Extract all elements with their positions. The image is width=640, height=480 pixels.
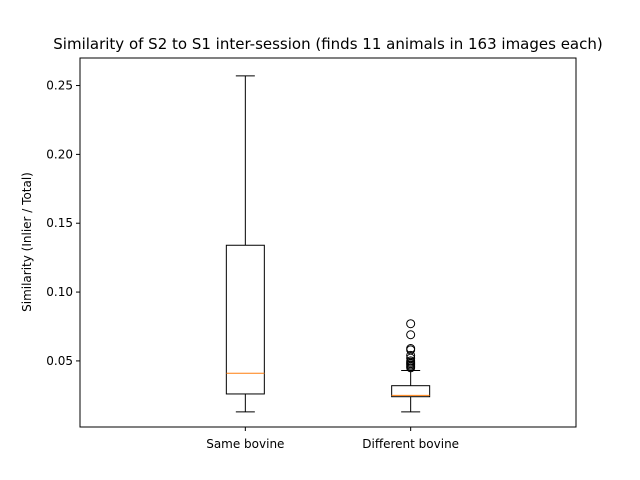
outlier-point xyxy=(406,350,416,360)
y-tick-label: 0.20 xyxy=(46,147,73,161)
outlier-point xyxy=(406,319,416,329)
outlier-point xyxy=(406,330,416,340)
y-axis-label: Similarity (Inlier / Total) xyxy=(20,172,34,312)
y-tick-label: 0.10 xyxy=(46,285,73,299)
box-iqr xyxy=(225,244,265,395)
x-tick-label: Different bovine xyxy=(362,437,459,451)
outlier-point xyxy=(406,344,416,354)
plot-frame xyxy=(79,57,577,428)
y-tick-label: 0.15 xyxy=(46,216,73,230)
outlier-point xyxy=(406,356,416,366)
x-tick-label: Same bovine xyxy=(206,437,284,451)
y-tick-label: 0.05 xyxy=(46,354,73,368)
plot-area: 0.05 0.10 0.15 0.20 0.25 Same bovine Different… xyxy=(46,57,577,451)
chart-title: Similarity of S2 to S1 inter-session (fi… xyxy=(53,35,602,53)
box-iqr xyxy=(391,385,431,398)
y-tick-label: 0.25 xyxy=(46,79,73,93)
